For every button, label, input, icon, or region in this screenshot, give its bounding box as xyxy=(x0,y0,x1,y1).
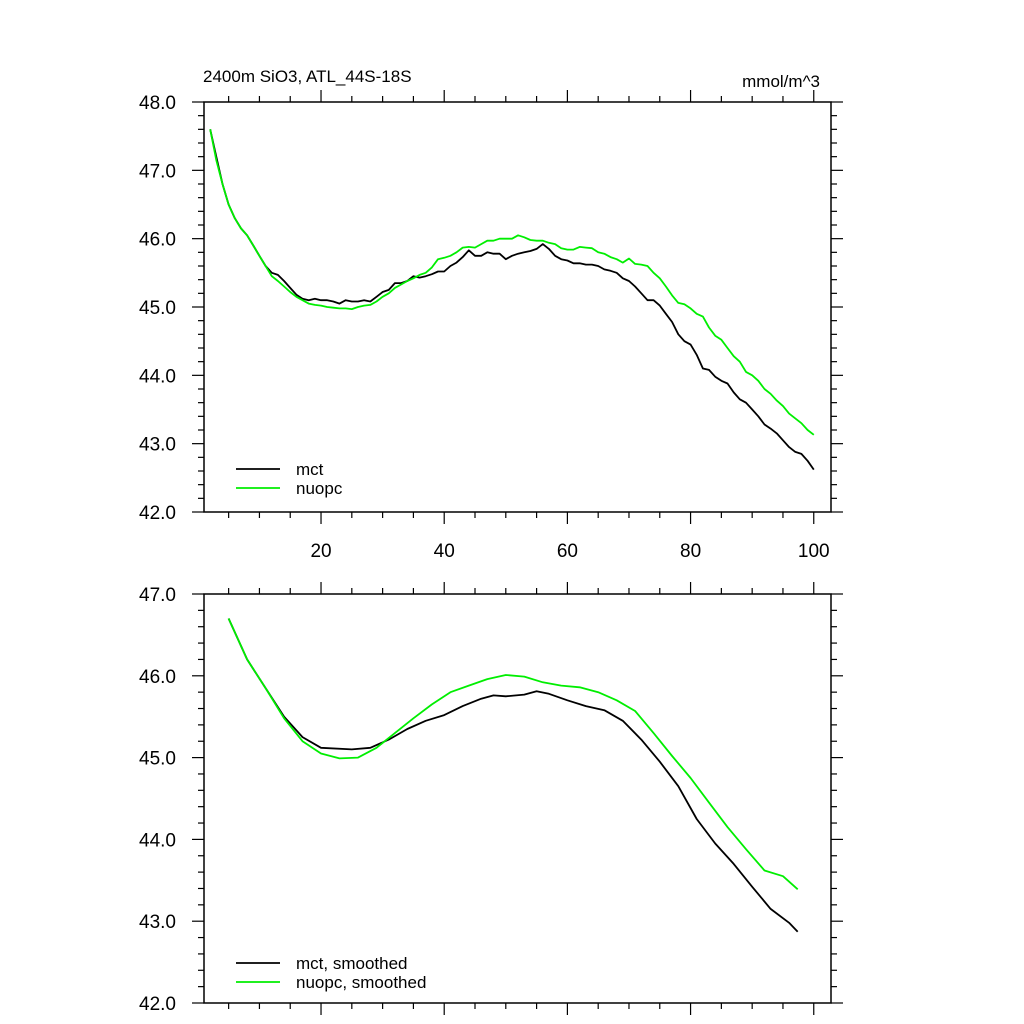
y-tick-label: 48.0 xyxy=(139,93,176,114)
y-tick-label: 46.0 xyxy=(139,230,176,251)
legend-label: nuopc xyxy=(296,479,343,498)
bottom-panel: 42.0 43.0 44.0 45.0 46.0 47.0 mct, smoothednuo… xyxy=(139,582,843,1015)
y-tick-label: 44.0 xyxy=(139,366,176,387)
x-tick-label: 60 xyxy=(557,541,578,562)
y-tick-label: 47.0 xyxy=(139,161,176,182)
units-label: mmol/m^3 xyxy=(742,72,820,91)
y-tick-label: 45.0 xyxy=(139,749,176,770)
y-tick-label: 45.0 xyxy=(139,298,176,319)
plot-frame xyxy=(203,593,832,1004)
y-tick-label: 42.0 xyxy=(139,994,176,1015)
legend-label: nuopc, smoothed xyxy=(296,973,426,992)
y-tick-label: 46.0 xyxy=(139,667,176,688)
x-tick-label: 100 xyxy=(798,541,830,562)
series-line-mct xyxy=(209,129,815,471)
y-tick-label: 43.0 xyxy=(139,912,176,933)
legend-label: mct xyxy=(296,460,324,479)
top-panel: 42.0 43.0 44.0 45.0 46.0 47.0 48.0 20 40 60 80 100 m… xyxy=(139,90,843,562)
y-tick-label: 44.0 xyxy=(139,830,176,851)
series-line-nuopc xyxy=(209,129,815,436)
x-tick-label: 80 xyxy=(680,541,701,562)
plot-frame xyxy=(203,101,832,513)
chart-title: 2400m SiO3, ATL_44S-18S xyxy=(203,67,412,86)
legend-label: mct, smoothed xyxy=(296,954,408,973)
y-tick-label: 42.0 xyxy=(139,503,176,524)
y-tick-label: 43.0 xyxy=(139,435,176,456)
x-tick-label: 20 xyxy=(310,541,331,562)
series-line-mct-smoothed xyxy=(227,618,799,933)
x-tick-label: 40 xyxy=(434,541,455,562)
series-line-nuopc-smoothed xyxy=(227,618,799,890)
y-tick-label: 47.0 xyxy=(139,585,176,606)
